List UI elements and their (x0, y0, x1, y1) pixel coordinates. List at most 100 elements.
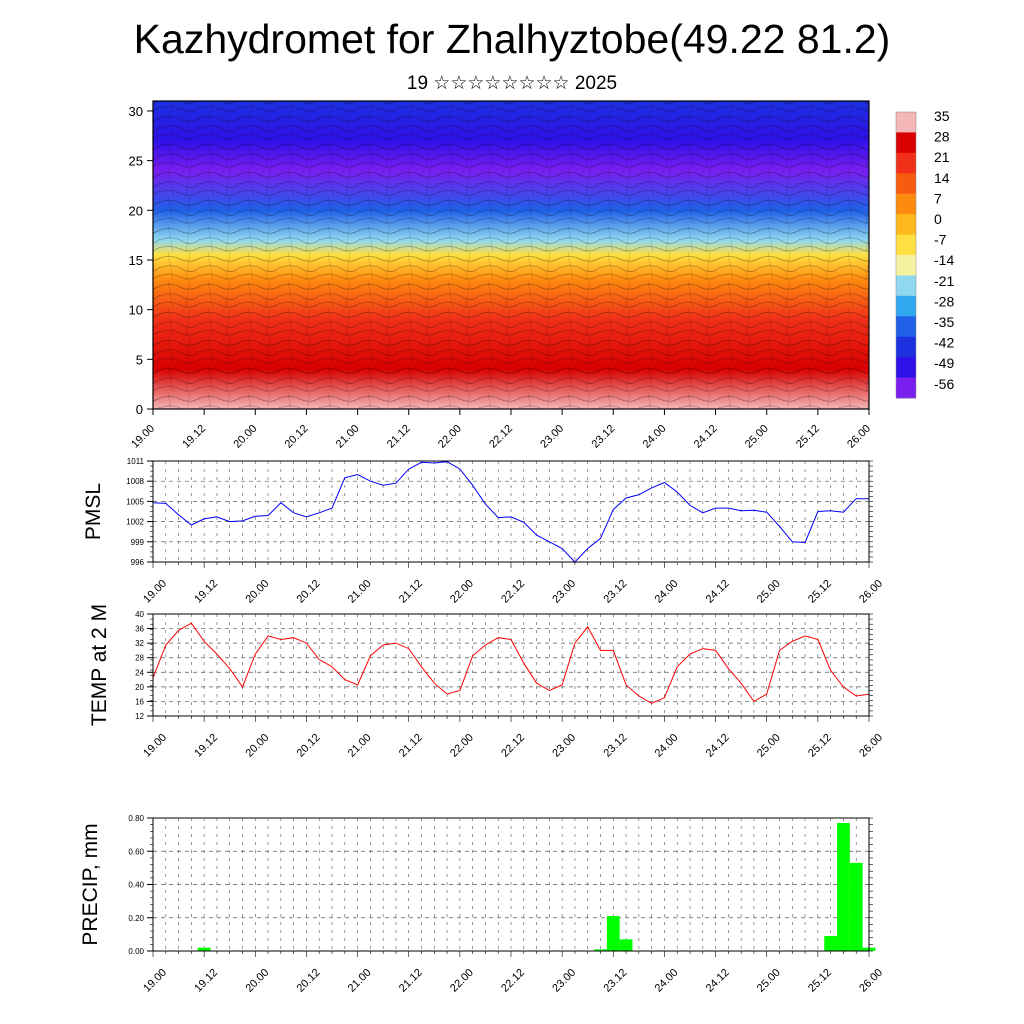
xtick-label: 24.00 (653, 967, 681, 995)
xtick-label: 19.12 (192, 732, 220, 760)
xtick-label: 21.12 (397, 578, 425, 606)
colorbar-label: -21 (934, 273, 954, 289)
xtick-label: 25.00 (755, 967, 783, 995)
xtick-label: 20.12 (295, 967, 323, 995)
ytick-label: 28 (135, 654, 144, 663)
xtick-label: 22.12 (499, 967, 527, 995)
ytick-label: 0.60 (128, 847, 144, 856)
page-subtitle: 19 ☆☆☆☆☆☆☆☆ 2025 (406, 73, 618, 94)
colorbar-label: 28 (934, 129, 950, 145)
heatmap-xtick-label: 25.12 (794, 423, 822, 451)
pmsl-panel: 996 999 1002 1005 1008 1011 19.00 19.12 20.00 20.… (82, 457, 885, 606)
heatmap-xtick-label: 21.00 (334, 423, 362, 451)
xtick-label: 26.00 (857, 967, 885, 995)
colorbar-swatch (896, 173, 916, 195)
xtick-label: 25.00 (755, 732, 783, 760)
xtick-label: 25.12 (806, 967, 834, 995)
colorbar-swatch (896, 234, 916, 256)
ytick-label: 999 (131, 538, 145, 547)
heatmap-ytick-label: 25 (129, 154, 143, 169)
ytick-label: 20 (135, 683, 144, 692)
xtick-label: 26.00 (857, 578, 885, 606)
xtick-label: 19.12 (192, 578, 220, 606)
colorbar-swatch (896, 132, 916, 154)
xtick-label: 23.12 (601, 578, 629, 606)
colorbar-label: 14 (934, 170, 950, 186)
xtick-label: 24.12 (704, 967, 732, 995)
precip-bar (849, 862, 863, 951)
heatmap-ytick-label: 20 (129, 203, 143, 218)
xtick-label: 20.00 (243, 578, 271, 606)
ytick-label: 1002 (126, 518, 144, 527)
xtick-label: 20.12 (295, 578, 323, 606)
xtick-label: 22.00 (448, 732, 476, 760)
xtick-label: 24.12 (704, 732, 732, 760)
xtick-label: 23.12 (601, 967, 629, 995)
wind-streamlines (153, 101, 869, 409)
heatmap-ytick-label: 5 (136, 352, 143, 367)
xtick-label: 24.00 (653, 732, 681, 760)
ytick-label: 0.40 (128, 881, 144, 890)
colorbar-swatch (896, 112, 916, 133)
precip-bar (824, 936, 838, 951)
colorbar-label: -56 (934, 376, 954, 392)
ytick-label: 36 (135, 625, 144, 634)
heatmap-xtick-label: 24.12 (692, 423, 720, 451)
colorbar-label: 35 (934, 108, 950, 124)
precip-bar (594, 949, 607, 951)
xtick-label: 19.00 (141, 578, 169, 606)
heatmap-xtick-label: 22.00 (436, 423, 464, 451)
page-title: Kazhydromet for Zhalhyztobe(49.22 81.2) (133, 16, 891, 62)
colorbar-swatch (896, 214, 916, 236)
xtick-label: 24.00 (653, 578, 681, 606)
ytick-label: 40 (135, 610, 144, 619)
heatmap-xtick-label: 19.12 (180, 423, 208, 451)
heatmap-xtick-label: 24.00 (641, 423, 669, 451)
precip-bar (619, 939, 633, 951)
heatmap-xtick-label: 21.12 (385, 423, 413, 451)
heatmap-xtick-label: 26.00 (845, 423, 873, 451)
xtick-label: 22.00 (448, 578, 476, 606)
heatmap-xtick-label: 25.00 (743, 423, 771, 451)
heatmap-xtick-label: 20.00 (231, 423, 259, 451)
precip-bar (837, 822, 850, 951)
ytick-label: 12 (135, 712, 144, 721)
colorbar-swatch (896, 316, 916, 338)
xtick-label: 20.00 (243, 732, 271, 760)
ytick-label: 1005 (126, 497, 144, 506)
colorbar-swatch (896, 193, 916, 215)
colorbar-swatch (896, 357, 916, 379)
y-axis-label: PMSL (82, 483, 105, 540)
temperature-cross-section-panel: 0 5 10 15 20 25 30 19.00 19.12 20.00 20.12 21.00 21.… (129, 100, 873, 451)
xtick-label: 21.00 (346, 578, 374, 606)
colorbar-swatch (896, 255, 916, 276)
colorbar-swatch (896, 336, 916, 358)
ytick-label: 24 (135, 668, 144, 677)
ytick-label: 0.80 (128, 814, 144, 823)
colorbar-label: -49 (934, 355, 954, 371)
colorbar-label: 0 (934, 211, 942, 227)
heatmap-xtick-label: 23.00 (538, 423, 566, 451)
heatmap-xtick-label: 23.12 (589, 423, 617, 451)
colorbar-label: -28 (934, 293, 954, 309)
xtick-label: 25.12 (806, 578, 834, 606)
colorbar-swatch (896, 295, 916, 317)
xtick-label: 23.00 (550, 732, 578, 760)
ytick-label: 0.00 (128, 947, 144, 956)
xtick-label: 23.00 (550, 967, 578, 995)
xtick-label: 21.12 (397, 967, 425, 995)
xtick-label: 26.00 (857, 732, 885, 760)
temperature-2m-panel: 12 16 20 24 28 32 36 40 19.00 19.12 20.00 20.12 21.0… (88, 604, 885, 760)
colorbar-label: 21 (934, 149, 950, 165)
xtick-label: 21.12 (397, 732, 425, 760)
heatmap-xtick-label: 22.12 (487, 423, 515, 451)
xtick-label: 20.12 (295, 732, 323, 760)
colorbar-frame (895, 111, 917, 399)
ytick-label: 1011 (127, 457, 145, 466)
xtick-label: 19.00 (141, 967, 169, 995)
heatmap-ytick-label: 0 (136, 402, 143, 417)
heatmap-ytick-label: 15 (129, 253, 143, 268)
xtick-label: 25.00 (755, 578, 783, 606)
heatmap-xtick-label: 20.12 (283, 423, 311, 451)
precipitation-panel: 0.00 0.20 0.40 0.60 0.80 19.00 19.12 20.00 20.12… (79, 814, 885, 995)
